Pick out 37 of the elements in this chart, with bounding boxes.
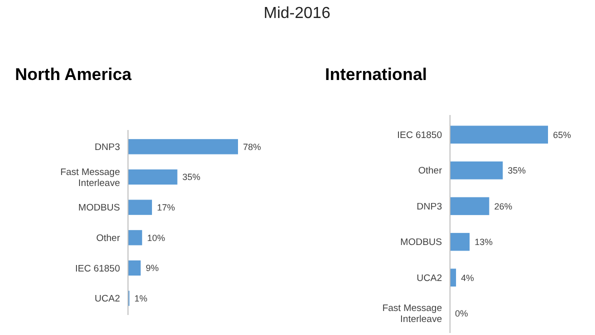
data-label: 0% (455, 308, 468, 318)
y-tick-label: IEC 61850 (397, 130, 442, 141)
bar (128, 200, 152, 215)
text: Mid-2016 (264, 5, 330, 22)
data-label: 1% (134, 293, 148, 304)
chart-title: North America (15, 65, 132, 84)
data-label: 13% (474, 237, 493, 248)
y-tick-label: MODBUS (78, 202, 120, 214)
data-label: 35% (182, 172, 200, 182)
bar (450, 161, 503, 180)
data-label: 9% (146, 263, 159, 274)
bar (450, 268, 456, 287)
data-label: 78% (243, 142, 262, 152)
data-label: 35% (508, 166, 526, 176)
y-tick-label: Fast Message Interleave (60, 166, 120, 189)
y-tick-label: MODBUS (400, 237, 442, 248)
data-label: 65% (553, 130, 572, 140)
bar (450, 197, 490, 216)
y-tick-label: DNP3 (416, 201, 442, 212)
bar (128, 230, 142, 246)
y-tick-label: UCA2 (416, 272, 442, 284)
y-tick-label: DNP3 (94, 142, 120, 154)
y-tick-label: UCA2 (94, 294, 120, 305)
data-label: 10% (147, 232, 166, 243)
bar (450, 126, 548, 144)
chart-title: International (325, 65, 428, 84)
bar (450, 232, 470, 251)
data-label: 17% (156, 202, 175, 212)
data-label: 4% (461, 272, 474, 283)
y-tick-label: IEC 61850 (75, 263, 120, 274)
y-tick-label: Fast Message Interleave (382, 303, 442, 326)
y-tick-label: Other (96, 232, 120, 244)
bar (128, 169, 178, 185)
bar (128, 260, 141, 276)
bar (128, 139, 238, 154)
y-tick-label: Other (418, 166, 442, 177)
data-label: 26% (494, 201, 512, 212)
